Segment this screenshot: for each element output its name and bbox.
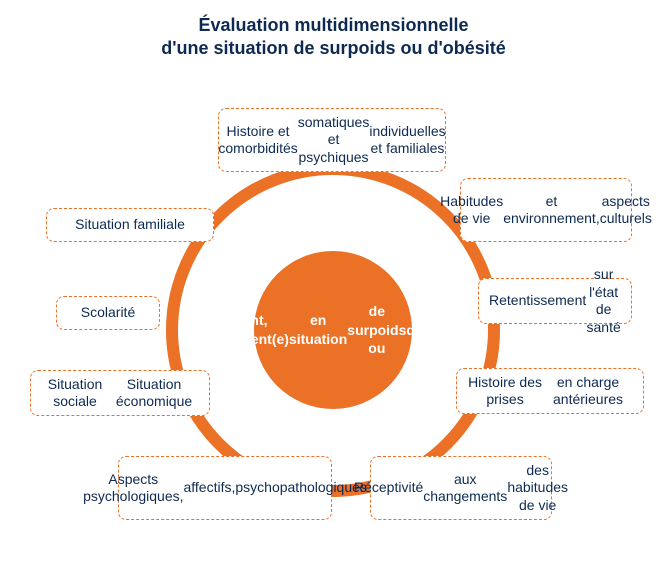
dimension-node: Situation socialeSituation économique [30, 370, 210, 416]
dimension-node: Situation familiale [46, 208, 214, 242]
dimension-node: Aspects psychologiques,affectifs,psychop… [118, 456, 332, 520]
page-title: Évaluation multidimensionnelle d'une sit… [0, 0, 667, 61]
title-line2: d'une situation de surpoids ou d'obésité [161, 38, 506, 58]
dimension-node: Retentissementsur l'état de santé [478, 278, 632, 324]
dimension-node: Réceptivitéaux changementsdes habitudes … [370, 456, 552, 520]
center-circle: Enfant, adolescent(e)en situationde surp… [254, 251, 412, 409]
dimension-node: Scolarité [56, 296, 160, 330]
evaluation-diagram: Enfant, adolescent(e)en situationde surp… [0, 70, 667, 573]
dimension-node: Histoire des prisesen charge antérieures [456, 368, 644, 414]
dimension-node: Histoire et comorbiditéssomatiques et ps… [218, 108, 446, 172]
title-line1: Évaluation multidimensionnelle [198, 15, 468, 35]
dimension-node: Habitudes de vieet environnement,aspects… [460, 178, 632, 242]
